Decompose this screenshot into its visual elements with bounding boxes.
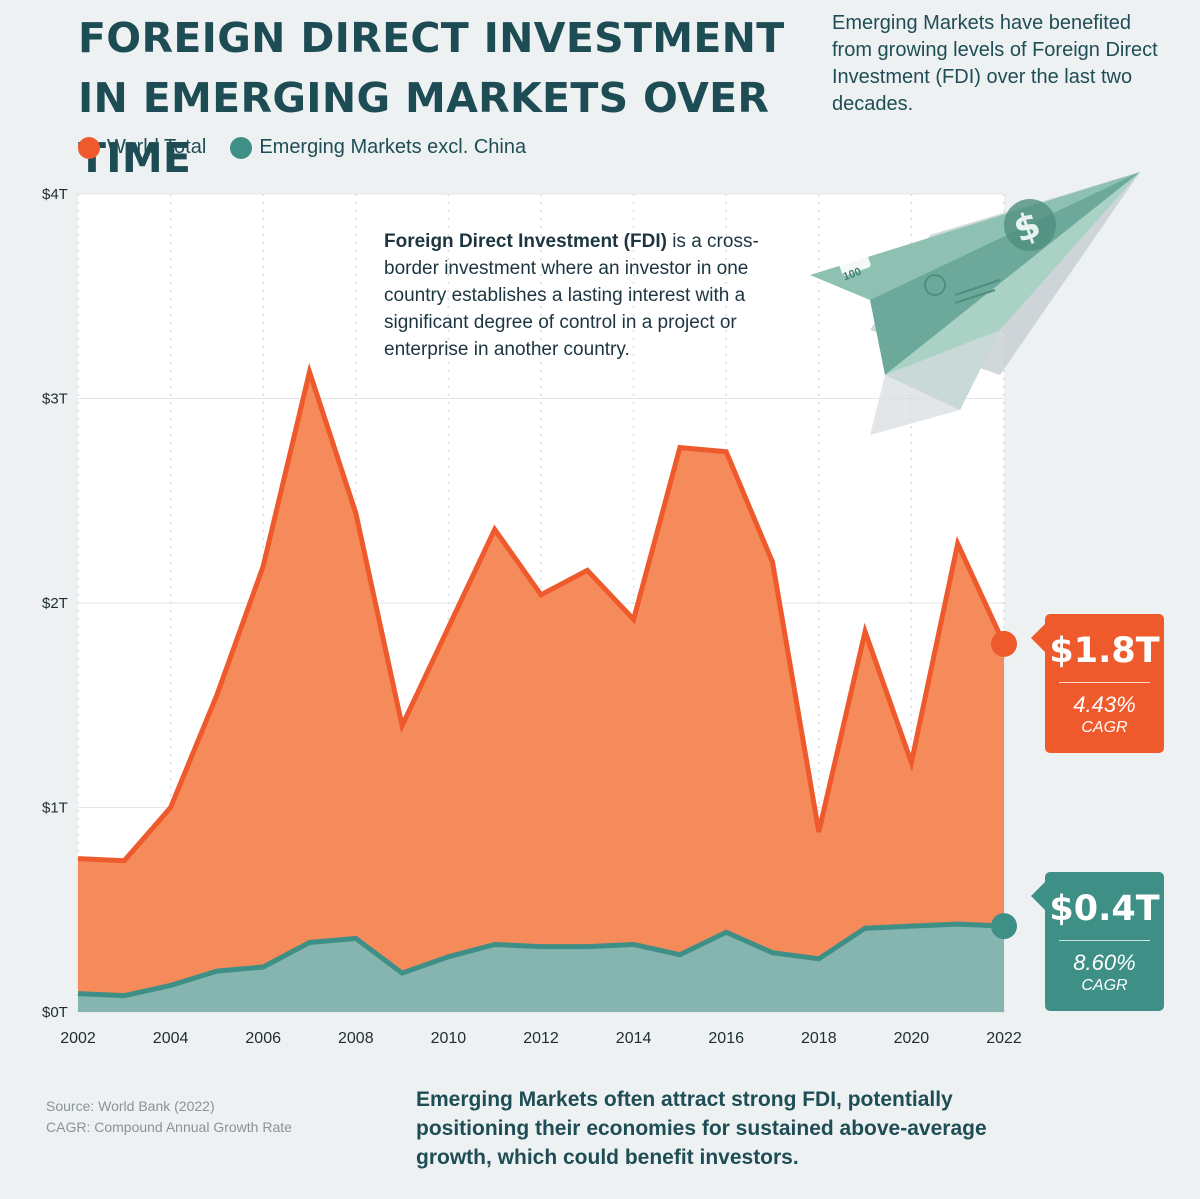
x-tick-label: 2002: [60, 1030, 96, 1047]
x-tick-label: 2020: [894, 1030, 930, 1047]
x-tick-label: 2012: [523, 1030, 559, 1047]
callout-bold-term: Foreign Direct Investment (FDI): [384, 231, 667, 252]
world-badge-pointer: [1031, 624, 1045, 652]
emerging-badge-divider: [1059, 940, 1150, 941]
legend-item-emerging: Emerging Markets excl. China: [230, 136, 526, 159]
axis-labels: $0T $1T $2T $3T $4T 2002 2004 2006 2008 2010 2012 2…: [42, 186, 1022, 1047]
x-tick-label: 2010: [431, 1030, 467, 1047]
data-areas: [77, 362, 1007, 1012]
y-tick-label: $1T: [42, 800, 68, 817]
page-title: FOREIGN DIRECT INVESTMENT IN EMERGING MA…: [78, 14, 785, 182]
y-tick-label: $4T: [42, 186, 68, 203]
x-tick-label: 2006: [245, 1030, 281, 1047]
emerging-markets-end-marker: [991, 913, 1017, 940]
emerging-markets-cagr-label: CAGR: [1081, 977, 1128, 994]
callout-text: is a cross-border investment where an in…: [384, 231, 759, 360]
end-markers: [991, 630, 1017, 940]
world-badge-divider: [1059, 682, 1150, 683]
y-tick-label: $3T: [42, 391, 68, 408]
footer-takeaway: Emerging Markets often attract strong FD…: [416, 1088, 987, 1169]
emerging-badge-pointer: [1031, 882, 1045, 910]
legend-label-emerging: Emerging Markets excl. China: [259, 136, 527, 158]
emerging-markets-area: [78, 924, 1004, 1012]
legend: World Total Emerging Markets excl. China: [78, 136, 550, 159]
x-tick-label: 2018: [801, 1030, 837, 1047]
money-paper-plane-icon: 100 $: [810, 172, 1140, 435]
source-text: Source: World Bank (2022): [46, 1098, 215, 1114]
emerging-markets-badge: $0.4T 8.60% CAGR: [1031, 872, 1164, 1011]
world-total-cagr: 4.43%: [1073, 692, 1136, 717]
y-tick-label: $2T: [42, 595, 68, 612]
world-total-area: [78, 371, 1004, 1012]
y-tick-label: $0T: [42, 1004, 68, 1021]
world-total-value: $1.8T: [1049, 631, 1160, 671]
x-tick-label: 2004: [153, 1030, 189, 1047]
world-total-line: [77, 362, 1007, 864]
emerging-markets-line: [77, 921, 1005, 999]
world-total-badge: $1.8T 4.43% CAGR: [1031, 614, 1164, 753]
legend-item-world: World Total: [78, 136, 206, 159]
world-total-cagr-label: CAGR: [1081, 719, 1128, 736]
emerging-markets-cagr: 8.60%: [1073, 950, 1136, 975]
source-note: Source: World Bank (2022) CAGR: Compound…: [46, 1096, 292, 1138]
x-tick-label: 2016: [708, 1030, 744, 1047]
page-subtitle: Emerging Markets have benefited from gro…: [832, 12, 1158, 115]
cagr-definition: CAGR: Compound Annual Growth Rate: [46, 1119, 292, 1135]
x-tick-label: 2014: [616, 1030, 652, 1047]
world-total-end-marker: [991, 630, 1017, 657]
legend-label-world: World Total: [107, 136, 207, 158]
legend-dot-world: [78, 136, 100, 159]
legend-dot-emerging: [230, 136, 253, 159]
emerging-markets-value: $0.4T: [1049, 889, 1160, 929]
note-value: 100: [842, 266, 863, 284]
x-tick-label: 2008: [338, 1030, 374, 1047]
x-tick-label: 2022: [986, 1030, 1022, 1047]
fdi-definition-callout: Foreign Direct Investment (FDI) is a cro…: [384, 228, 804, 363]
